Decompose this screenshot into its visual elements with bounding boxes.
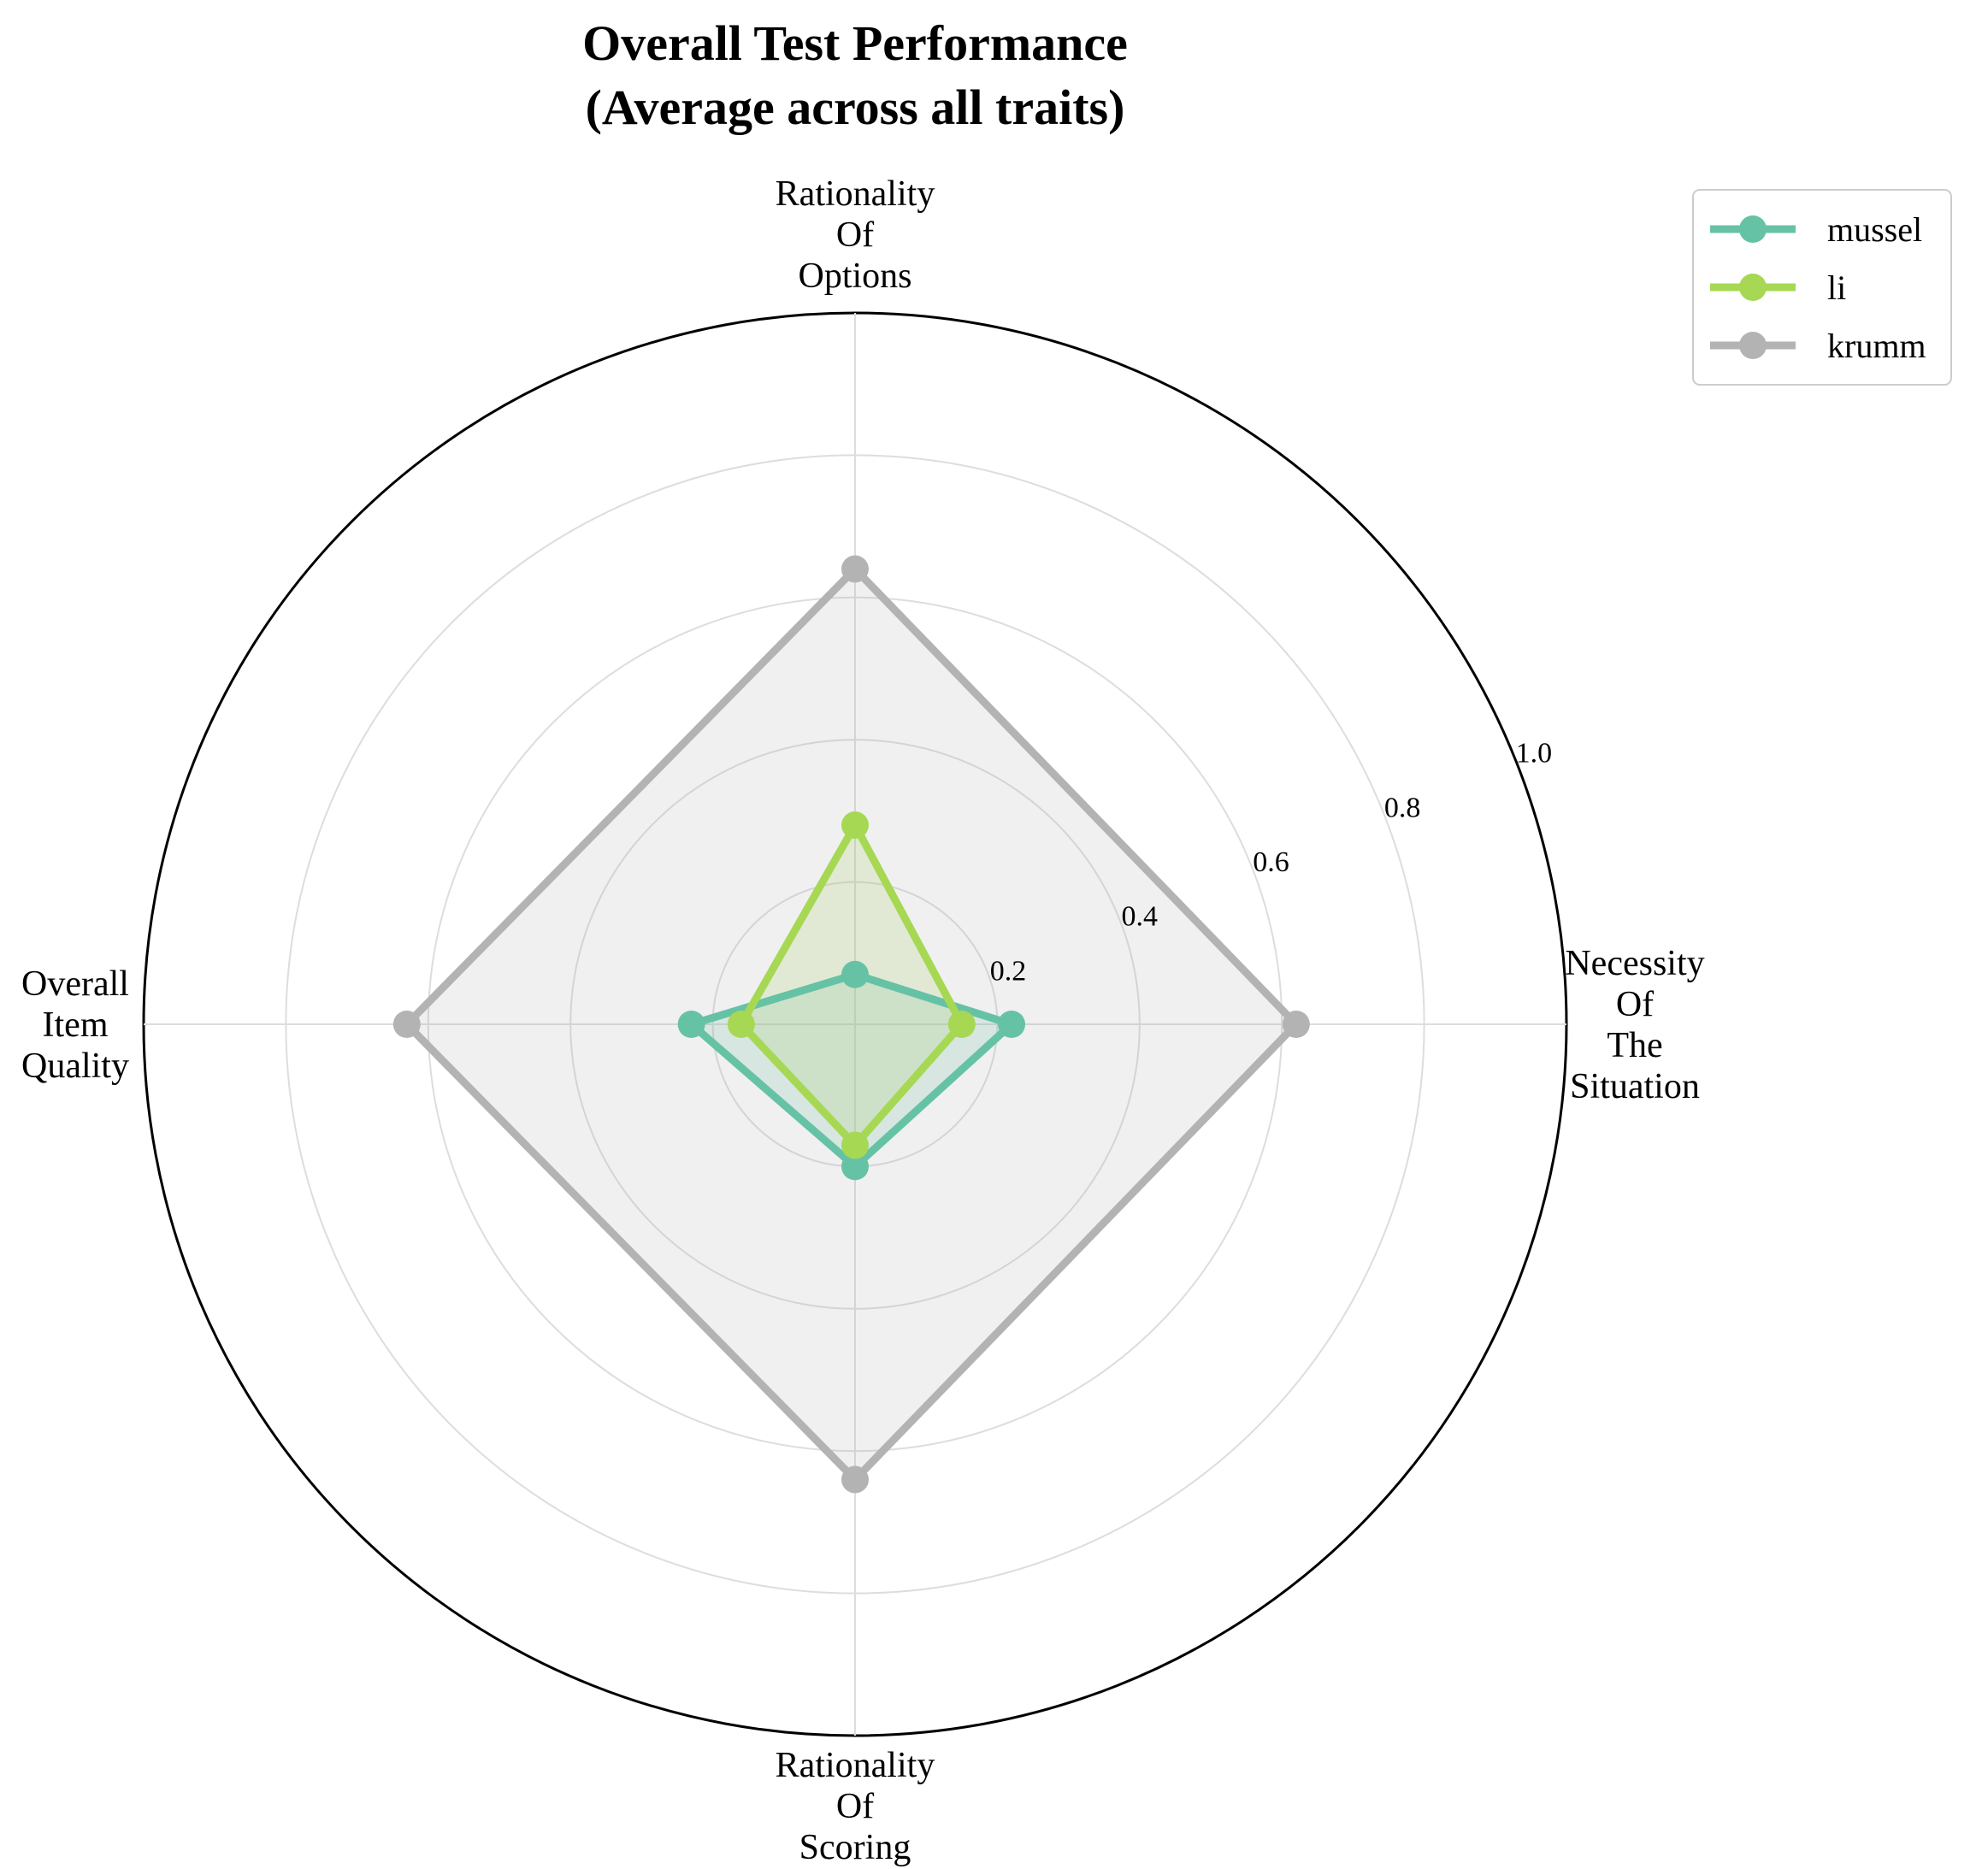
- data-point-li-necessity: [947, 1011, 976, 1038]
- legend-swatch-marker: [1739, 215, 1767, 243]
- data-point-li-options: [841, 811, 869, 840]
- axis-label-line: Overall: [21, 964, 129, 1004]
- title-line-2: (Average across all traits): [586, 80, 1125, 135]
- axis-label-line: Rationality: [776, 174, 935, 214]
- series-fills: [406, 569, 1296, 1480]
- radial-tick-label: 0.8: [1384, 792, 1421, 823]
- legend-swatch-marker: [1739, 274, 1767, 301]
- axis-label-line: Scoring: [799, 1828, 911, 1867]
- radial-tick-label: 0.4: [1121, 901, 1158, 933]
- legend-label: krumm: [1827, 327, 1926, 365]
- series-fill-mussel: [691, 974, 1012, 1167]
- axis-label-line: Options: [798, 256, 911, 296]
- axis-label-line: Item: [43, 1005, 109, 1045]
- data-point-krumm-quality: [392, 1011, 421, 1038]
- radial-tick-label: 0.6: [1253, 846, 1289, 878]
- legend-item-mussel: mussel: [1710, 210, 1922, 249]
- data-point-mussel-quality: [677, 1011, 705, 1038]
- radial-tick-labels: 0.2 0.4 0.6 0.8 1.0: [990, 738, 1552, 988]
- radial-tick-label: 0.2: [990, 955, 1027, 987]
- legend-swatch-marker: [1739, 332, 1767, 359]
- legend-label: li: [1827, 268, 1846, 307]
- axis-labels: NecessityOfTheSituationRationalityOfOpti…: [21, 174, 1705, 1867]
- data-point-krumm-options: [841, 555, 869, 583]
- axis-label-line: Necessity: [1565, 944, 1704, 983]
- data-point-mussel-options: [841, 960, 869, 988]
- legend-label: mussel: [1827, 210, 1922, 249]
- data-point-mussel-necessity: [998, 1011, 1026, 1038]
- axis-label-line: Of: [836, 1787, 874, 1826]
- axis-label-line: Of: [1616, 985, 1654, 1024]
- axis-label-line: Quality: [21, 1047, 129, 1086]
- series-fill-krumm: [406, 569, 1296, 1480]
- legend-item-krumm: krumm: [1710, 327, 1926, 365]
- axis-label-line: Of: [836, 215, 874, 255]
- chart-title: Overall Test Performance (Average across…: [582, 15, 1128, 135]
- series-points: [392, 555, 1310, 1494]
- data-point-li-scoring: [841, 1131, 869, 1159]
- data-point-mussel-scoring: [841, 1153, 869, 1181]
- legend-item-li: li: [1710, 268, 1846, 307]
- axis-label-line: Situation: [1570, 1067, 1700, 1106]
- radial-grid: [142, 311, 1568, 1737]
- axis-label-line: Rationality: [776, 1746, 935, 1785]
- title-line-1: Overall Test Performance: [582, 15, 1128, 71]
- data-point-krumm-scoring: [841, 1465, 869, 1494]
- axis-label-line: The: [1607, 1026, 1662, 1065]
- legend: mussel li krumm: [1692, 189, 1952, 386]
- radial-tick-label: 1.0: [1516, 738, 1553, 769]
- data-point-li-quality: [727, 1011, 755, 1038]
- data-point-krumm-necessity: [1282, 1011, 1310, 1038]
